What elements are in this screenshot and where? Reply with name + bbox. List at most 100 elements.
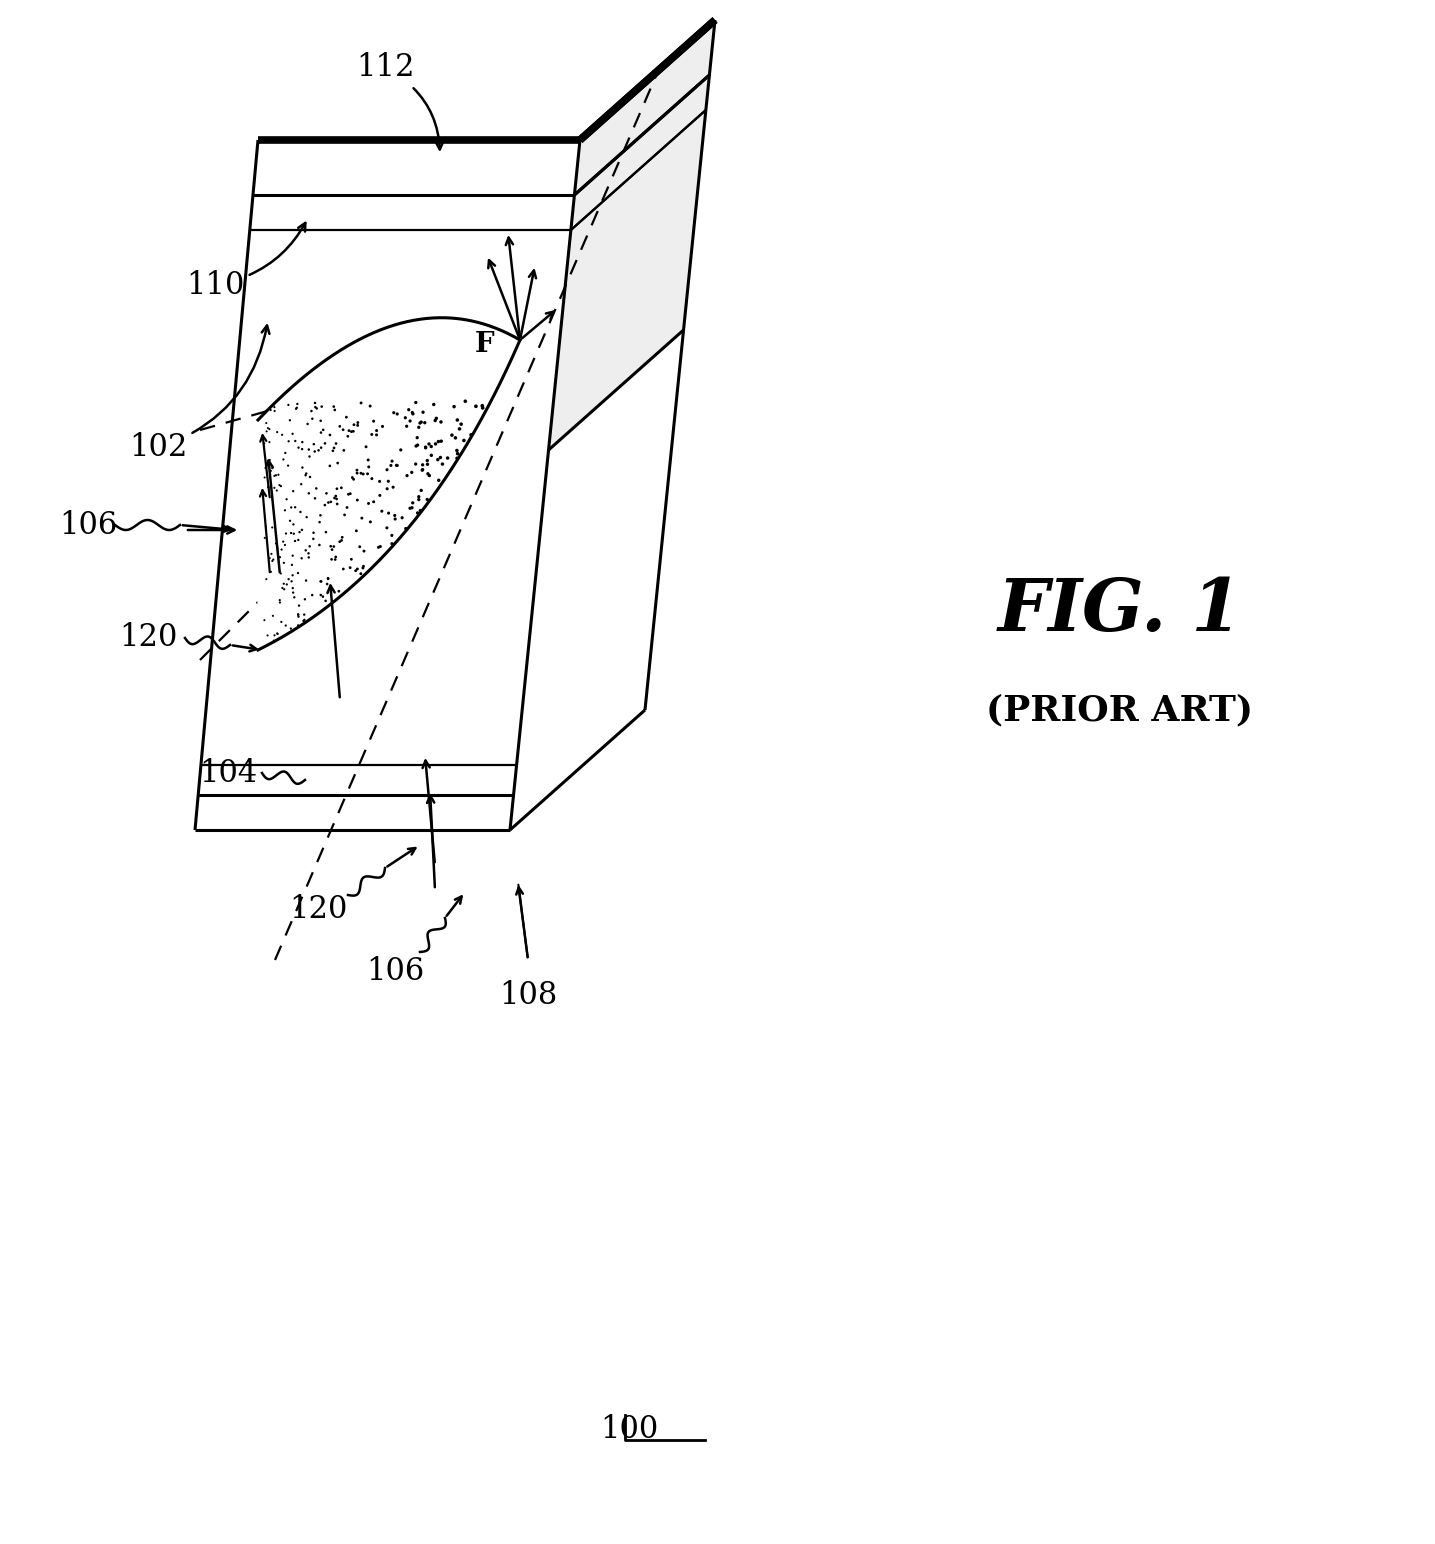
Point bbox=[265, 622, 288, 647]
Point bbox=[265, 420, 288, 445]
Point bbox=[276, 573, 298, 598]
Point bbox=[337, 482, 360, 506]
Point bbox=[316, 571, 339, 596]
Point bbox=[321, 438, 344, 463]
Point bbox=[253, 465, 276, 489]
Point bbox=[428, 468, 451, 493]
Point bbox=[258, 417, 281, 442]
Point bbox=[380, 523, 403, 548]
Point bbox=[298, 465, 321, 489]
Point bbox=[287, 602, 310, 627]
Point bbox=[396, 463, 419, 488]
Point bbox=[277, 429, 300, 454]
Polygon shape bbox=[195, 141, 580, 831]
Point bbox=[395, 516, 418, 540]
Point bbox=[268, 588, 291, 613]
Point bbox=[280, 496, 303, 520]
Point bbox=[405, 391, 428, 415]
Text: F: F bbox=[475, 332, 495, 358]
Point bbox=[399, 409, 422, 434]
Point bbox=[344, 559, 367, 584]
Point bbox=[287, 604, 310, 628]
Point bbox=[263, 398, 286, 423]
Point bbox=[274, 613, 297, 638]
Point bbox=[304, 476, 327, 500]
Point bbox=[386, 452, 409, 477]
Point bbox=[425, 432, 448, 457]
Point bbox=[291, 455, 314, 480]
Point bbox=[253, 608, 276, 633]
Point bbox=[415, 435, 438, 460]
Point bbox=[429, 445, 452, 469]
Point bbox=[294, 568, 317, 593]
Point bbox=[257, 415, 280, 440]
Point bbox=[268, 545, 291, 570]
Point bbox=[357, 491, 380, 516]
Point bbox=[277, 567, 300, 591]
Point bbox=[441, 423, 464, 448]
Point bbox=[300, 398, 323, 423]
Point bbox=[320, 537, 343, 562]
Point bbox=[410, 479, 433, 503]
Point bbox=[254, 514, 277, 539]
Point bbox=[261, 604, 284, 628]
Point bbox=[408, 415, 430, 440]
Point bbox=[443, 426, 466, 451]
Point bbox=[389, 437, 412, 462]
Text: 110: 110 bbox=[185, 222, 306, 301]
Point bbox=[426, 448, 449, 472]
Point bbox=[337, 418, 360, 443]
Point bbox=[271, 576, 294, 601]
Point bbox=[415, 435, 438, 460]
Point bbox=[258, 547, 281, 571]
Text: 120: 120 bbox=[288, 894, 347, 925]
Point bbox=[408, 485, 430, 510]
Point bbox=[416, 452, 439, 477]
Point bbox=[330, 528, 353, 553]
Point bbox=[354, 434, 377, 459]
Point bbox=[430, 452, 453, 477]
Point bbox=[284, 528, 307, 553]
Point bbox=[288, 520, 311, 545]
Point bbox=[313, 431, 336, 455]
Point bbox=[293, 608, 316, 633]
Point bbox=[376, 457, 399, 482]
Point bbox=[314, 482, 337, 506]
Point bbox=[329, 530, 352, 554]
Point bbox=[304, 486, 327, 511]
Point bbox=[320, 547, 343, 571]
Point bbox=[352, 556, 375, 581]
Point bbox=[402, 491, 425, 516]
Point bbox=[296, 505, 319, 530]
Point bbox=[277, 392, 300, 417]
Point bbox=[320, 489, 343, 514]
Text: FIG. 1: FIG. 1 bbox=[997, 574, 1243, 645]
Point bbox=[416, 462, 439, 486]
Point bbox=[284, 429, 307, 454]
Point bbox=[257, 476, 280, 500]
Point bbox=[344, 519, 367, 543]
Point bbox=[260, 542, 283, 567]
Point bbox=[356, 462, 379, 486]
Point bbox=[364, 418, 387, 443]
Point bbox=[268, 590, 291, 615]
Point bbox=[281, 581, 304, 605]
Point bbox=[352, 462, 375, 486]
Text: 106: 106 bbox=[59, 510, 118, 540]
Point bbox=[324, 483, 347, 508]
Point bbox=[343, 412, 366, 437]
Point bbox=[420, 443, 443, 468]
Point bbox=[346, 557, 369, 582]
Point bbox=[372, 414, 395, 438]
Point bbox=[304, 395, 327, 420]
Point bbox=[301, 406, 324, 431]
Point bbox=[385, 452, 408, 477]
Point bbox=[280, 570, 303, 594]
Point bbox=[267, 462, 290, 486]
Point bbox=[382, 476, 405, 500]
Point bbox=[319, 423, 342, 448]
Point bbox=[319, 454, 342, 479]
Point bbox=[339, 482, 362, 506]
Point bbox=[340, 547, 363, 571]
Point bbox=[281, 576, 304, 601]
